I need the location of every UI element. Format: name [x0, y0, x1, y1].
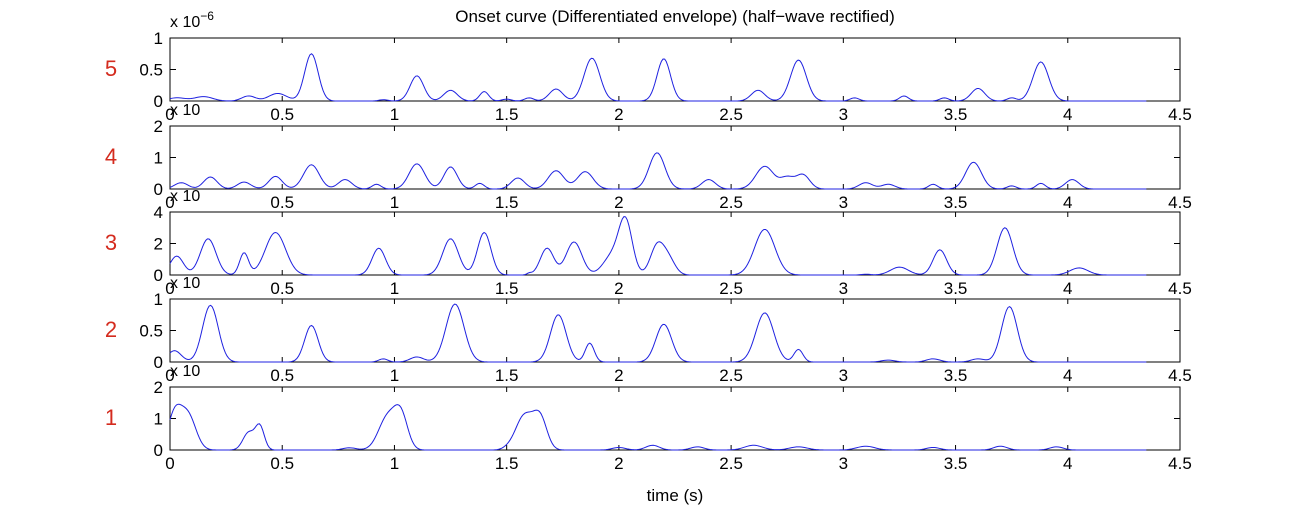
y-tick-label: 0 — [154, 266, 163, 285]
x-tick-label: 1 — [390, 193, 399, 212]
axis-exponent-label: x 10 — [170, 102, 200, 119]
axis-exponent-label: x 10 — [170, 363, 200, 380]
band-label-3: 3 — [105, 230, 117, 255]
x-tick-label: 3.5 — [944, 279, 968, 298]
x-tick-label: 3 — [839, 366, 848, 385]
x-tick-label: 2 — [614, 454, 623, 473]
x-tick-label: 0 — [165, 454, 174, 473]
y-tick-label: 1 — [154, 149, 163, 168]
x-tick-label: 4.5 — [1168, 105, 1192, 124]
axes-box — [169, 125, 1181, 190]
x-tick-label: 1.5 — [495, 193, 519, 212]
x-tick-label: 4.5 — [1168, 366, 1192, 385]
subplot-band-1: 0 0.5 1 1.5 2 2.5 3 3.5 4 4.5 0 1 2 x 10 1 — [105, 363, 1192, 473]
band-label-1: 1 — [105, 405, 117, 430]
x-axis-label: time (s) — [647, 486, 704, 505]
x-tick-label: 0.5 — [270, 366, 294, 385]
x-tick-label: 0 — [165, 105, 174, 124]
x-tick-label: 4 — [1063, 193, 1072, 212]
x-tick-label: 2 — [614, 279, 623, 298]
axes-box — [169, 298, 1181, 363]
x-tick-label: 3 — [839, 193, 848, 212]
x-tick-label: 4 — [1063, 366, 1072, 385]
band-label-4: 4 — [105, 144, 117, 169]
subplot-band-2: 0 0.5 1 1.5 2 2.5 3 3.5 4 4.5 0 0.5 1 x 10 2 — [105, 275, 1192, 385]
x-tick-label: 3.5 — [944, 193, 968, 212]
x-tick-label: 0.5 — [270, 193, 294, 212]
onset-curve-line — [169, 303, 1147, 363]
y-tick-label: 0 — [154, 353, 163, 372]
x-tick-label: 2.5 — [719, 366, 743, 385]
x-tick-label: 4.5 — [1168, 279, 1192, 298]
x-tick-label: 2.5 — [719, 279, 743, 298]
axes-box — [169, 386, 1181, 451]
x-tick-label: 3 — [839, 279, 848, 298]
subplot-band-4: 0 0.5 1 1.5 2 2.5 3 3.5 4 4.5 0 1 2 x 10 4 — [105, 102, 1192, 212]
x-tick-label: 3.5 — [944, 454, 968, 473]
onset-curve-line — [169, 216, 1147, 276]
x-tick-label: 4.5 — [1168, 193, 1192, 212]
y-tick-label: 0.5 — [139, 322, 163, 341]
y-tick-label: 4 — [154, 203, 163, 222]
y-tick-label: 0.5 — [139, 61, 163, 80]
x-tick-label: 2.5 — [719, 193, 743, 212]
x-tick-label: 1 — [390, 279, 399, 298]
chart-title: Onset curve (Differentiated envelope) (h… — [455, 7, 895, 26]
subplot-stack: 0 0.5 1 1.5 2 2.5 3 3.5 4 4.5 0 0.5 1 x 10−6 5 0 0.5 1 1.5… — [105, 9, 1192, 473]
x-tick-label: 4 — [1063, 105, 1072, 124]
x-tick-label: 1.5 — [495, 366, 519, 385]
x-tick-label: 2 — [614, 366, 623, 385]
y-tick-label: 0 — [154, 180, 163, 199]
x-tick-label: 1.5 — [495, 454, 519, 473]
x-tick-label: 1.5 — [495, 105, 519, 124]
x-tick-label: 1 — [390, 366, 399, 385]
x-tick-label: 2.5 — [719, 105, 743, 124]
x-tick-label: 2.5 — [719, 454, 743, 473]
y-tick-label: 2 — [154, 117, 163, 136]
onset-curve-line — [169, 403, 1147, 451]
x-tick-label: 1.5 — [495, 279, 519, 298]
x-tick-label: 0 — [165, 366, 174, 385]
y-tick-label: 2 — [154, 378, 163, 397]
x-tick-label: 3.5 — [944, 105, 968, 124]
y-tick-label: 0 — [154, 441, 163, 460]
x-tick-label: 4 — [1063, 454, 1072, 473]
x-tick-label: 1 — [390, 454, 399, 473]
subplot-band-5: 0 0.5 1 1.5 2 2.5 3 3.5 4 4.5 0 0.5 1 x 10−6 5 — [105, 9, 1192, 124]
x-tick-label: 4.5 — [1168, 454, 1192, 473]
x-tick-label: 0.5 — [270, 105, 294, 124]
y-tick-label: 1 — [154, 410, 163, 429]
y-tick-label: 0 — [154, 92, 163, 111]
x-tick-label: 1 — [390, 105, 399, 124]
x-tick-label: 0 — [165, 193, 174, 212]
y-tick-label: 1 — [154, 290, 163, 309]
x-tick-label: 0.5 — [270, 454, 294, 473]
axis-exponent-label: x 10 — [170, 275, 200, 292]
x-tick-label: 3.5 — [944, 366, 968, 385]
axis-exponent-label: x 10 — [170, 188, 200, 205]
y-tick-label: 2 — [154, 235, 163, 254]
x-tick-label: 2 — [614, 105, 623, 124]
subplot-band-3: 0 0.5 1 1.5 2 2.5 3 3.5 4 4.5 0 2 4 x 10 3 — [105, 188, 1192, 298]
onset-curve-line — [169, 152, 1147, 190]
y-tick-label: 1 — [154, 29, 163, 48]
band-label-2: 2 — [105, 317, 117, 342]
x-tick-label: 4 — [1063, 279, 1072, 298]
x-tick-label: 2 — [614, 193, 623, 212]
band-label-5: 5 — [105, 56, 117, 81]
x-tick-label: 0.5 — [270, 279, 294, 298]
x-tick-label: 0 — [165, 279, 174, 298]
axis-exponent-label: x 10−6 — [170, 9, 214, 31]
x-tick-label: 3 — [839, 454, 848, 473]
x-tick-label: 3 — [839, 105, 848, 124]
onset-curve-line — [169, 53, 1147, 102]
